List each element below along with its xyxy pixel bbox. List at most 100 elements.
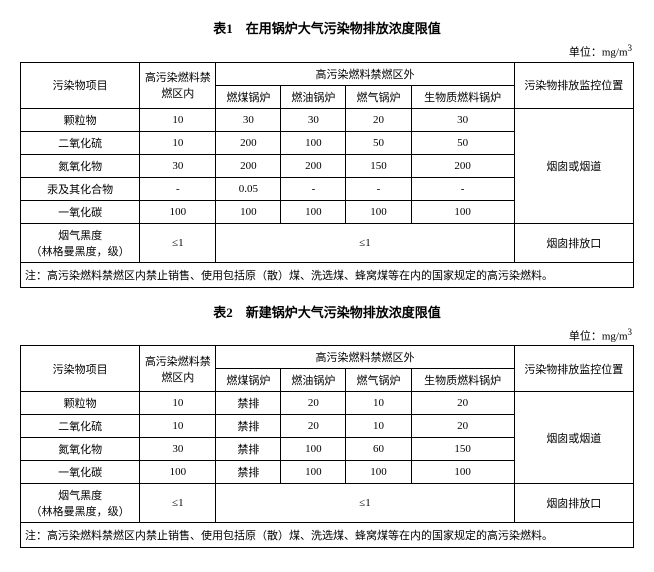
cell-name: 二氧化硫 — [21, 415, 140, 438]
cell: 100 — [281, 438, 346, 461]
cell-monitor: 烟囱或烟道 — [514, 108, 633, 223]
cell: 30 — [216, 108, 281, 131]
cell: 50 — [346, 131, 411, 154]
cell: 30 — [281, 108, 346, 131]
cell: 100 — [281, 461, 346, 484]
unit-sup: 3 — [628, 327, 633, 337]
cell: 100 — [216, 200, 281, 223]
cell: 10 — [346, 415, 411, 438]
cell: 100 — [346, 461, 411, 484]
cell: 20 — [411, 415, 514, 438]
cell-name: 氮氧化物 — [21, 438, 140, 461]
cell: 10 — [346, 392, 411, 415]
cell: 10 — [140, 392, 216, 415]
cell: 20 — [281, 392, 346, 415]
cell: - — [411, 177, 514, 200]
cell: 100 — [140, 461, 216, 484]
table2-wrap: 表2 新建锅炉大气污染物排放浓度限值 单位：mg/m3 污染物项目 高污染燃料禁… — [20, 302, 634, 549]
cell-name: 颗粒物 — [21, 392, 140, 415]
smoke-val-in: ≤1 — [140, 223, 216, 262]
cell: 30 — [140, 438, 216, 461]
smoke-l2: （林格曼黑度，级） — [31, 506, 130, 518]
cell: 100 — [281, 200, 346, 223]
hdr-oil: 燃油锅炉 — [281, 85, 346, 108]
hdr-pollutant: 污染物项目 — [21, 62, 140, 108]
table-row: 颗粒物 10 禁排 20 10 20 烟囱或烟道 — [21, 392, 634, 415]
hdr-gas: 燃气锅炉 — [346, 85, 411, 108]
cell-name: 一氧化碳 — [21, 461, 140, 484]
cell: 50 — [411, 131, 514, 154]
hdr-oil: 燃油锅炉 — [281, 369, 346, 392]
unit-text: 单位：mg/m — [569, 47, 628, 59]
cell: 10 — [140, 415, 216, 438]
hdr-zone-out: 高污染燃料禁燃区外 — [216, 62, 514, 85]
cell: 200 — [216, 131, 281, 154]
hdr-zone-out: 高污染燃料禁燃区外 — [216, 346, 514, 369]
cell: 禁排 — [216, 415, 281, 438]
smoke-l1: 烟气黑度 — [58, 490, 102, 502]
table2-smoke-row: 烟气黑度 （林格曼黑度，级） ≤1 ≤1 烟囱排放口 — [21, 484, 634, 523]
cell: 30 — [411, 108, 514, 131]
cell: 20 — [281, 415, 346, 438]
cell: 100 — [346, 200, 411, 223]
hdr-monitor: 污染物排放监控位置 — [514, 346, 633, 392]
table1-smoke-row: 烟气黑度 （林格曼黑度，级） ≤1 ≤1 烟囱排放口 — [21, 223, 634, 262]
cell: 100 — [140, 200, 216, 223]
smoke-val-out: ≤1 — [216, 223, 514, 262]
hdr-zone-in: 高污染燃料禁燃区内 — [140, 346, 216, 392]
cell: 100 — [281, 131, 346, 154]
cell: - — [140, 177, 216, 200]
smoke-monitor: 烟囱排放口 — [514, 223, 633, 262]
hdr-zone-in: 高污染燃料禁燃区内 — [140, 62, 216, 108]
smoke-monitor: 烟囱排放口 — [514, 484, 633, 523]
unit-sup: 3 — [628, 43, 633, 53]
table2: 污染物项目 高污染燃料禁燃区内 高污染燃料禁燃区外 污染物排放监控位置 燃煤锅炉… — [20, 345, 634, 548]
cell-name: 颗粒物 — [21, 108, 140, 131]
cell: 60 — [346, 438, 411, 461]
smoke-val-out: ≤1 — [216, 484, 514, 523]
cell: - — [346, 177, 411, 200]
cell: 100 — [411, 461, 514, 484]
hdr-monitor: 污染物排放监控位置 — [514, 62, 633, 108]
cell: 禁排 — [216, 438, 281, 461]
cell: 禁排 — [216, 392, 281, 415]
table2-note-row: 注：高污染燃料禁燃区内禁止销售、使用包括原（散）煤、洗选煤、蜂窝煤等在内的国家规… — [21, 523, 634, 548]
table1-note-row: 注：高污染燃料禁燃区内禁止销售、使用包括原（散）煤、洗选煤、蜂窝煤等在内的国家规… — [21, 262, 634, 287]
cell-monitor: 烟囱或烟道 — [514, 392, 633, 484]
cell-name: 二氧化硫 — [21, 131, 140, 154]
cell: 0.05 — [216, 177, 281, 200]
smoke-label: 烟气黑度 （林格曼黑度，级） — [21, 223, 140, 262]
cell: 10 — [140, 108, 216, 131]
cell: 200 — [411, 154, 514, 177]
hdr-bio: 生物质燃料锅炉 — [411, 85, 514, 108]
unit-text: 单位：mg/m — [569, 330, 628, 342]
cell: 150 — [411, 438, 514, 461]
hdr-bio: 生物质燃料锅炉 — [411, 369, 514, 392]
cell: 禁排 — [216, 461, 281, 484]
table2-header-row1: 污染物项目 高污染燃料禁燃区内 高污染燃料禁燃区外 污染物排放监控位置 — [21, 346, 634, 369]
cell-name: 汞及其化合物 — [21, 177, 140, 200]
table1-title: 表1 在用锅炉大气污染物排放浓度限值 — [20, 18, 634, 37]
smoke-l2: （林格曼黑度，级） — [31, 246, 130, 258]
table-row: 颗粒物 10 30 30 20 30 烟囱或烟道 — [21, 108, 634, 131]
smoke-l1: 烟气黑度 — [58, 230, 102, 242]
table2-title: 表2 新建锅炉大气污染物排放浓度限值 — [20, 302, 634, 321]
cell: 10 — [140, 131, 216, 154]
smoke-val-in: ≤1 — [140, 484, 216, 523]
cell: 100 — [411, 200, 514, 223]
table1-unit: 单位：mg/m3 — [20, 43, 634, 60]
cell: 20 — [346, 108, 411, 131]
cell: 30 — [140, 154, 216, 177]
table2-note: 注：高污染燃料禁燃区内禁止销售、使用包括原（散）煤、洗选煤、蜂窝煤等在内的国家规… — [21, 523, 634, 548]
cell: 200 — [281, 154, 346, 177]
hdr-gas: 燃气锅炉 — [346, 369, 411, 392]
table1-note: 注：高污染燃料禁燃区内禁止销售、使用包括原（散）煤、洗选煤、蜂窝煤等在内的国家规… — [21, 262, 634, 287]
table1-wrap: 表1 在用锅炉大气污染物排放浓度限值 单位：mg/m3 污染物项目 高污染燃料禁… — [20, 18, 634, 288]
cell-name: 氮氧化物 — [21, 154, 140, 177]
hdr-coal: 燃煤锅炉 — [216, 85, 281, 108]
table1: 污染物项目 高污染燃料禁燃区内 高污染燃料禁燃区外 污染物排放监控位置 燃煤锅炉… — [20, 62, 634, 288]
hdr-coal: 燃煤锅炉 — [216, 369, 281, 392]
cell: 200 — [216, 154, 281, 177]
cell: 150 — [346, 154, 411, 177]
hdr-pollutant: 污染物项目 — [21, 346, 140, 392]
